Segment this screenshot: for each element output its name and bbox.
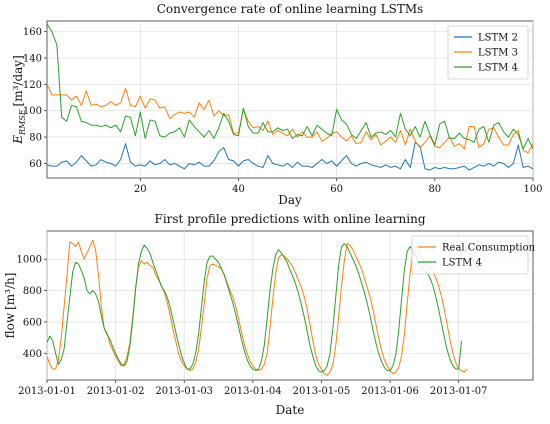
x-tick-label: 2013-01-01 [18, 386, 76, 397]
y-tick-label: 80 [29, 133, 42, 144]
series-line-lstm-4 [47, 23, 533, 150]
legend: LSTM 2 LSTM 3 LSTM 4 [447, 25, 529, 80]
series-line-lstm-4 [47, 243, 463, 373]
y-axis-label: ERMSE [m³/day] [11, 55, 27, 145]
y-tick-label: 400 [23, 349, 42, 360]
y-tick-label: 100 [23, 106, 42, 117]
legend-box [411, 235, 529, 275]
series-line-lstm-2 [47, 141, 533, 171]
x-axis-label: Day [278, 193, 302, 207]
x-tick-label: 2013-01-06 [361, 386, 419, 397]
y-tick-label: 600 [23, 317, 42, 328]
x-tick-label: 2013-01-03 [155, 386, 213, 397]
x-axis-ticks: 2013-01-01 2013-01-02 2013-01-03 2013-01-04… [18, 380, 487, 397]
y-axis-label-unit: [m³/h] [3, 273, 17, 310]
series-group [47, 23, 533, 171]
legend-entry: Real Consumption [442, 243, 536, 254]
chart-title: Convergence rate of online learning LSTM… [157, 2, 424, 16]
y-axis-ticks: 400 600 800 1000 [17, 255, 47, 360]
x-axis-ticks: 20 40 60 80 100 [134, 178, 543, 195]
legend-entry: LSTM 2 [478, 33, 518, 44]
y-axis-label-unit: [m³/day] [11, 55, 25, 106]
y-axis-label-main: E [11, 135, 25, 145]
x-tick-label: 60 [330, 184, 343, 195]
convergence-chart: Convergence rate of online learning LSTM… [11, 2, 543, 207]
legend-box [447, 25, 529, 80]
series-group [47, 239, 468, 376]
y-axis-label-sub: RMSE [18, 109, 27, 136]
x-tick-label: 100 [523, 184, 542, 195]
y-tick-label: 160 [23, 27, 42, 38]
y-tick-label: 800 [23, 286, 42, 297]
legend-entry: LSTM 4 [442, 258, 482, 269]
x-axis-label: Date [276, 403, 305, 417]
y-axis-ticks: 60 80 100 120 140 160 [23, 27, 47, 170]
x-tick-label: 40 [232, 184, 245, 195]
chart-title: First profile predictions with online le… [155, 212, 426, 226]
y-tick-label: 140 [23, 53, 42, 64]
series-line-real-consumption [47, 239, 468, 376]
y-axis-label: flow [m³/h] [3, 273, 17, 339]
y-tick-label: 60 [29, 159, 42, 170]
legend: Real Consumption LSTM 4 [411, 235, 536, 275]
x-tick-label: 2013-01-05 [293, 386, 351, 397]
series-line-lstm-3 [47, 84, 533, 154]
x-tick-label: 20 [134, 184, 147, 195]
x-tick-label: 2013-01-07 [430, 386, 488, 397]
legend-entry: LSTM 3 [478, 48, 518, 59]
y-axis-label-main: flow [3, 312, 17, 338]
y-tick-label: 120 [23, 80, 42, 91]
x-tick-label: 80 [428, 184, 441, 195]
x-tick-label: 2013-01-02 [87, 386, 145, 397]
legend-entry: LSTM 4 [478, 63, 518, 74]
y-tick-label: 1000 [17, 255, 42, 266]
prediction-chart: First profile predictions with online le… [3, 212, 536, 417]
x-tick-label: 2013-01-04 [224, 386, 282, 397]
